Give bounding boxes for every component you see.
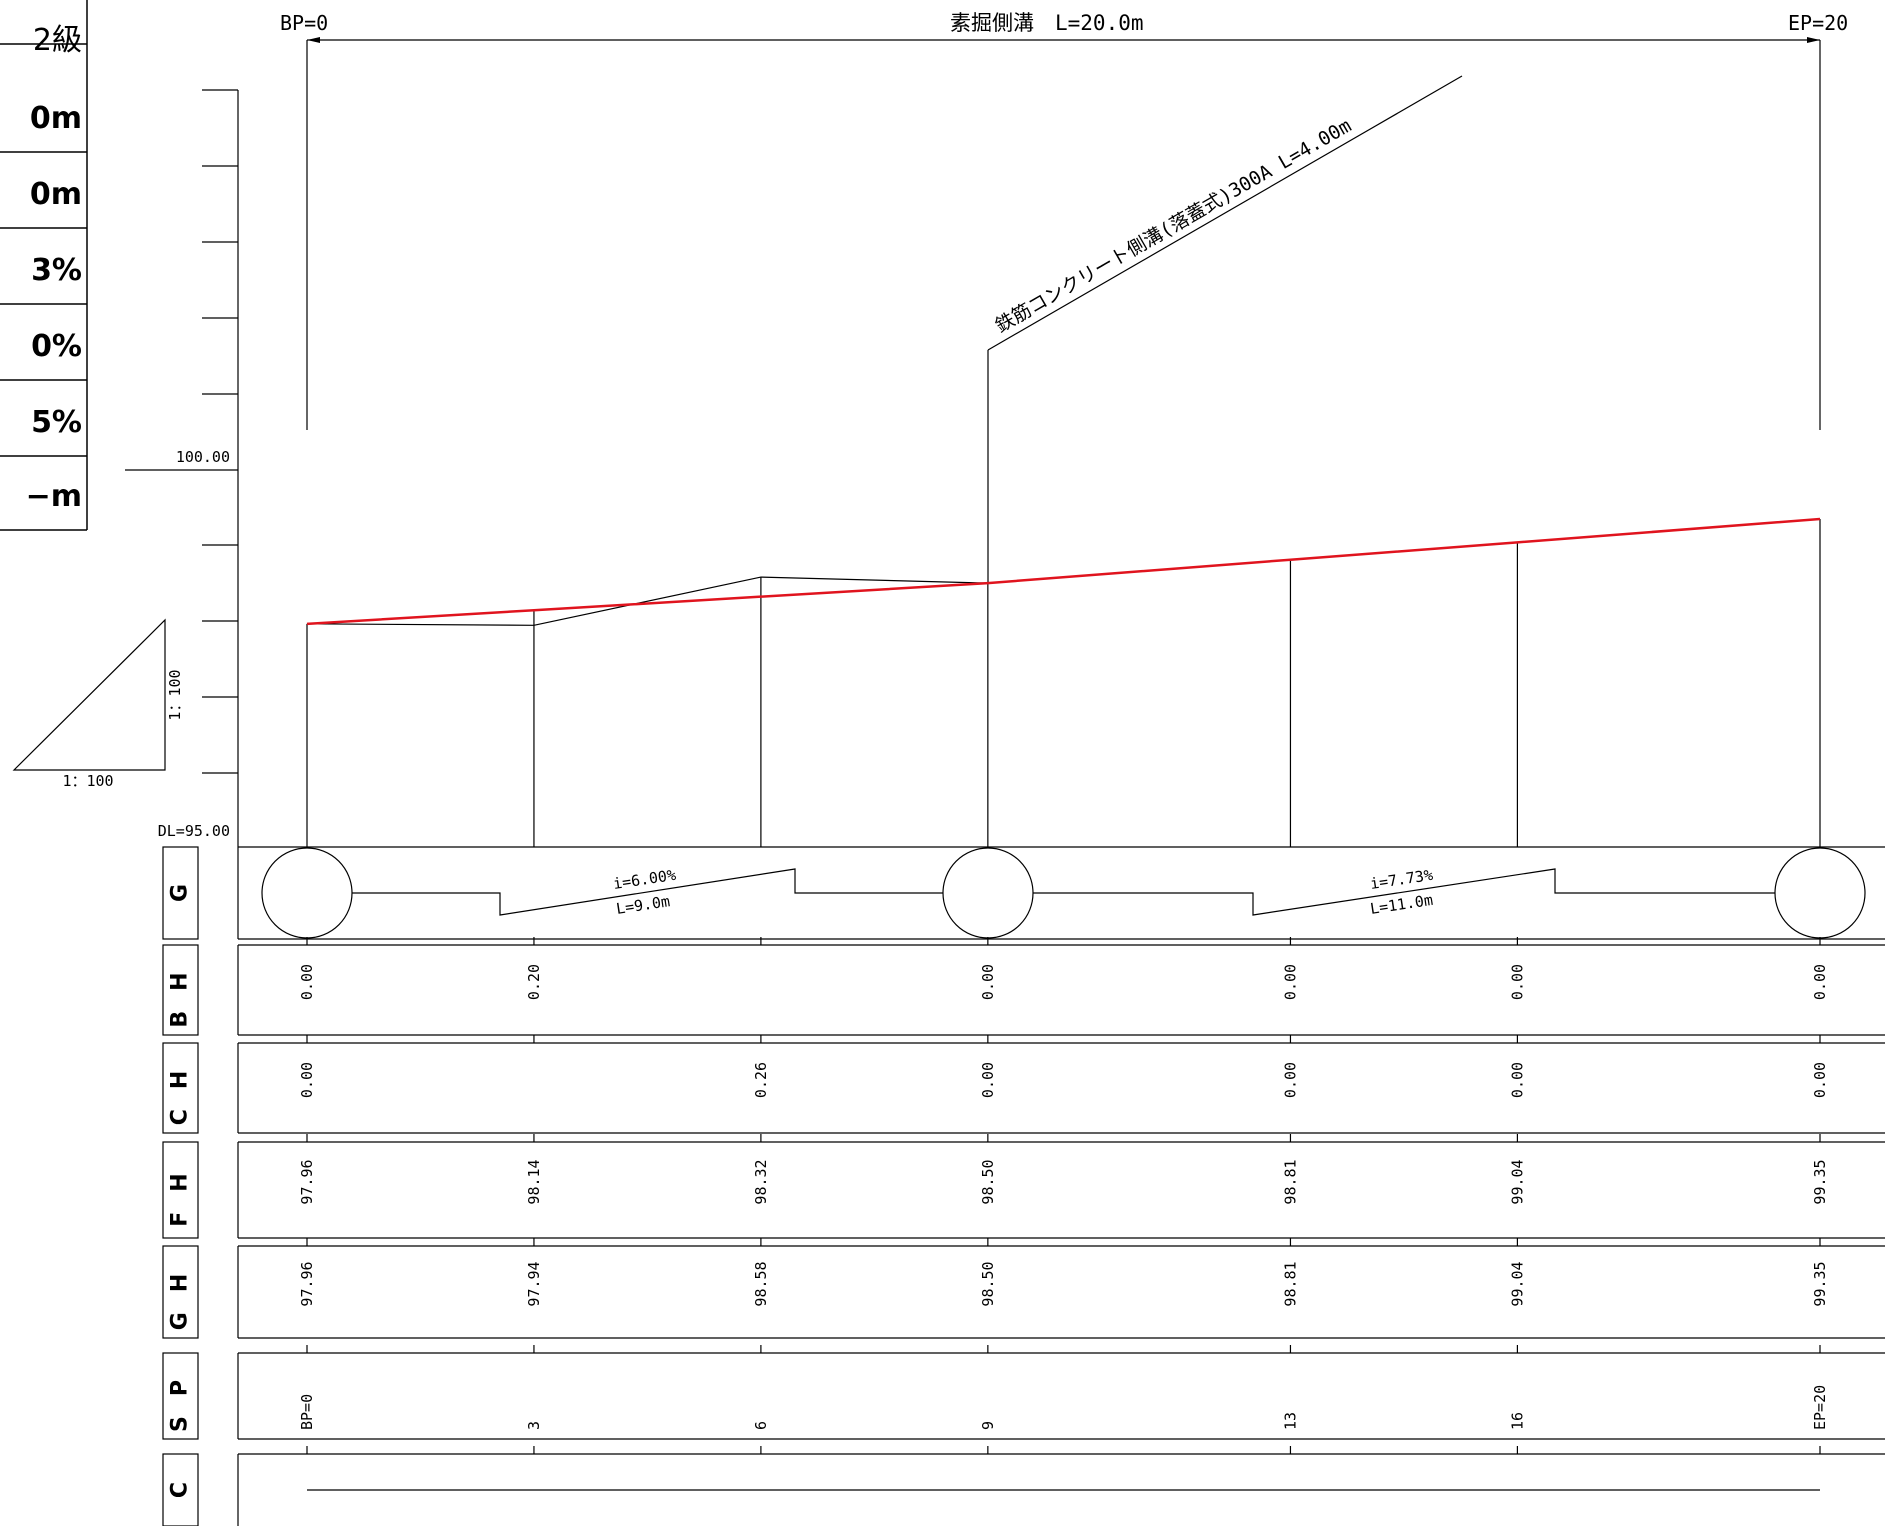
table-cell-fh: 99.35 — [1811, 1159, 1829, 1204]
table-cell-bh: 0.00 — [1281, 964, 1299, 1000]
row-label-sp: SP — [168, 1360, 193, 1432]
table-cell-sp: EP=20 — [1811, 1385, 1829, 1430]
datum-level-label: DL=95.00 — [158, 822, 230, 840]
scale-horizontal-label: 1：100 — [62, 772, 113, 790]
table-cell-ch: 0.26 — [752, 1062, 770, 1098]
table-cell-fh: 97.96 — [298, 1159, 316, 1204]
table-cell-ch: 0.00 — [979, 1062, 997, 1098]
table-cell-bh: 0.00 — [1508, 964, 1526, 1000]
table-cell-ch: 0.00 — [298, 1062, 316, 1098]
profile-lines — [306, 517, 1821, 626]
spec-table: 2級 0m 0m 3% 0% 5% −m — [0, 0, 88, 531]
table-cell-ch: 0.00 — [1281, 1062, 1299, 1098]
row-label-c: C — [168, 1482, 193, 1498]
table-cell-sp: 6 — [752, 1421, 770, 1430]
table-cell-fh: 99.04 — [1508, 1159, 1526, 1204]
structure-annotation: 鉄筋コンクリート側溝(落蓋式)300A L=4.00m — [992, 115, 1356, 338]
manhole-symbol — [1774, 847, 1866, 939]
gradient-length-label: L=11.0m — [1369, 891, 1434, 918]
table-cell-bh: 0.00 — [298, 964, 316, 1000]
gradient-step — [1033, 868, 1775, 916]
scale-triangle — [12, 618, 166, 771]
spec-table-cell: 2級 — [33, 23, 82, 58]
table-cell-sp: 9 — [979, 1421, 997, 1430]
row-label-bh: BH — [168, 952, 193, 1027]
elevation-scale — [125, 89, 239, 847]
spec-table-cell: 5% — [31, 405, 82, 440]
table-cell-bh: 0.00 — [1811, 964, 1829, 1000]
gradient-row — [261, 847, 1866, 939]
table-cell-gh: 97.94 — [525, 1261, 543, 1306]
table-cell-ch: 0.00 — [1508, 1062, 1526, 1098]
spec-table-cell: 3% — [31, 253, 82, 288]
design-profile-line — [306, 517, 1821, 626]
table-cell-fh: 98.81 — [1281, 1159, 1299, 1204]
table-cell-gh: 99.35 — [1811, 1261, 1829, 1306]
row-label-ch: CH — [168, 1051, 193, 1126]
table-cell-gh: 99.04 — [1508, 1261, 1526, 1306]
data-table-frame — [162, 846, 1885, 1526]
manhole-symbol — [942, 847, 1034, 939]
scale-vertical-label: 1：100 — [166, 669, 184, 720]
table-cell-sp: 13 — [1281, 1412, 1299, 1430]
table-cell-bh: 0.20 — [525, 964, 543, 1000]
row-label-fh: FH — [168, 1153, 193, 1226]
manhole-symbol — [261, 847, 353, 939]
row-label-g: G — [168, 884, 193, 902]
table-cell-fh: 98.50 — [979, 1159, 997, 1204]
spec-table-cell: 0m — [30, 177, 82, 212]
table-cell-ch: 0.00 — [1811, 1062, 1829, 1098]
table-cell-sp: 3 — [525, 1421, 543, 1430]
start-station-label: BP=0 — [280, 11, 328, 35]
table-cell-sp: 16 — [1508, 1412, 1526, 1430]
header-dimension — [306, 37, 1821, 430]
elevation-top-label: 100.00 — [176, 448, 230, 466]
spec-table-cell: 0m — [30, 101, 82, 136]
gradient-step — [352, 868, 943, 916]
table-values: 0.00 0.20 0.00 0.00 0.00 0.00 0.00 0.26 0.00 0.00… — [298, 937, 1829, 1454]
table-cell-fh: 98.14 — [525, 1159, 543, 1204]
spec-table-cell: 0% — [31, 329, 82, 364]
structure-leader — [987, 75, 1463, 583]
table-cell-gh: 97.96 — [298, 1261, 316, 1306]
station-verticals — [306, 519, 1821, 847]
table-cell-gh: 98.50 — [979, 1261, 997, 1306]
table-cell-gh: 98.81 — [1281, 1261, 1299, 1306]
table-cell-bh: 0.00 — [979, 964, 997, 1000]
table-cell-sp: BP=0 — [298, 1394, 316, 1430]
end-station-label: EP=20 — [1788, 11, 1848, 35]
table-cell-fh: 98.32 — [752, 1159, 770, 1204]
drawing-title: 素掘側溝 L=20.0m — [950, 11, 1144, 35]
row-label-gh: GH — [168, 1254, 193, 1330]
spec-table-cell: −m — [26, 479, 82, 514]
table-cell-gh: 98.58 — [752, 1261, 770, 1306]
